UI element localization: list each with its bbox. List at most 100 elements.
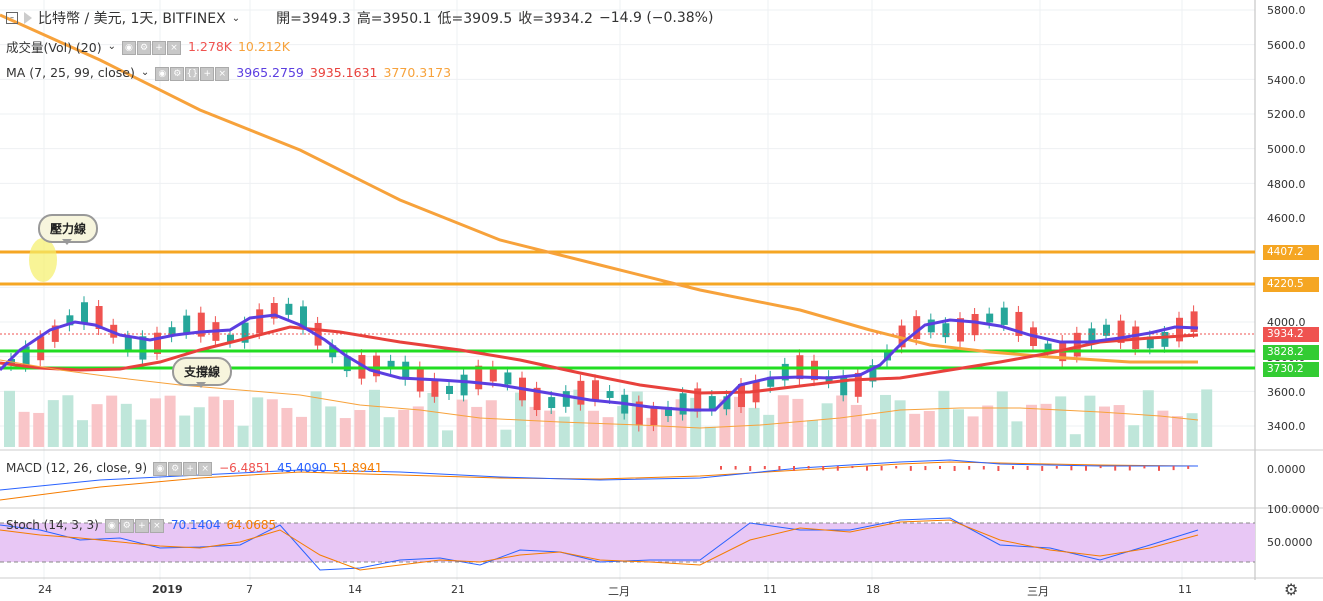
ohlc-open: 開=3949.3 — [276, 11, 351, 27]
chevron-down-icon[interactable]: ⌄ — [231, 12, 241, 24]
price-marker: 3730.2 — [1263, 362, 1319, 377]
gear-icon[interactable]: ⚙ — [136, 41, 151, 55]
candle — [738, 384, 745, 408]
indicator-buttons[interactable]: ◉ ⚙ + × — [104, 517, 165, 533]
eye-icon[interactable]: ◉ — [121, 41, 136, 55]
macd-histogram-bar — [851, 466, 854, 469]
candle — [840, 375, 848, 396]
volume-bar — [296, 416, 307, 447]
macd-histogram-bar — [1143, 466, 1146, 469]
candle — [577, 380, 585, 405]
candle — [592, 380, 599, 401]
volume-bar — [223, 400, 234, 447]
volume-bar — [135, 419, 147, 447]
indicator-buttons[interactable]: ◉ ⚙{} + × — [155, 64, 230, 81]
symbol-title[interactable]: 比特幣 / 美元, 1天, BITFINEX — [38, 11, 226, 27]
volume-bar — [792, 398, 804, 447]
ma-label[interactable]: MA (7, 25, 99, close) — [6, 65, 135, 80]
volume-bar — [1069, 434, 1081, 447]
macd-hist-value: 51.8941 — [332, 461, 383, 475]
close-icon[interactable]: × — [198, 462, 213, 476]
close-icon[interactable]: × — [166, 41, 181, 55]
close-icon[interactable]: × — [149, 519, 164, 533]
volume-label[interactable]: 成交量(Vol) (20) — [6, 40, 102, 55]
volume-bar — [646, 417, 658, 447]
stoch-label[interactable]: Stoch (14, 3, 3) — [6, 518, 99, 532]
macd-line — [0, 459, 1198, 491]
volume-bar — [1201, 389, 1213, 447]
eye-icon[interactable]: ◉ — [104, 519, 119, 533]
macd-histogram-bar — [982, 466, 985, 470]
volume-value-2: 10.212K — [237, 39, 290, 54]
eye-icon[interactable]: ◉ — [155, 67, 170, 81]
indicator-buttons[interactable]: ◉ ⚙ + × — [153, 460, 213, 476]
volume-bar — [4, 390, 15, 447]
candle — [1000, 307, 1008, 325]
candle — [373, 355, 380, 377]
time-tick: 24 — [38, 583, 52, 596]
volume-bar — [33, 412, 45, 447]
macd-histogram-bar — [807, 466, 810, 469]
gear-icon[interactable]: ⚙ — [1284, 580, 1299, 599]
candle — [650, 407, 658, 426]
chevron-down-icon[interactable]: ⌄ — [140, 67, 150, 78]
volume-bar — [617, 406, 629, 447]
macd-histogram-bar — [1158, 466, 1160, 471]
candle — [446, 385, 453, 394]
candle — [1176, 317, 1183, 342]
stoch-d-value: 64.0685 — [226, 518, 277, 532]
volume-bar — [354, 410, 366, 447]
stoch-axis-tick-50: 50.0000 — [1267, 536, 1313, 549]
volume-bar — [880, 394, 891, 447]
macd-label[interactable]: MACD (12, 26, close, 9) — [6, 461, 148, 475]
volume-bar — [208, 396, 220, 447]
ohlc-high: 高=3950.1 — [356, 11, 432, 27]
gear-icon[interactable]: ⚙ — [119, 519, 134, 533]
resistance-annotation[interactable]: 壓力線 — [38, 214, 99, 245]
candle — [942, 323, 950, 338]
ohlc-close: 收=3934.2 — [518, 11, 593, 27]
plus-icon[interactable]: + — [151, 41, 166, 55]
candle — [197, 312, 205, 337]
price-tick: 5000.0 — [1267, 143, 1306, 156]
volume-bar — [1172, 416, 1183, 447]
candle — [1103, 324, 1110, 336]
volume-bar — [120, 403, 132, 447]
candle — [723, 396, 731, 410]
candle — [300, 306, 307, 329]
candle — [708, 396, 716, 410]
volume-bar — [821, 403, 833, 447]
source-icon[interactable]: {} — [185, 67, 200, 81]
close-icon[interactable]: × — [215, 67, 230, 81]
flag-icon[interactable] — [24, 12, 32, 24]
plus-icon[interactable]: + — [134, 519, 149, 533]
volume-bar — [1142, 390, 1154, 447]
candle — [22, 346, 30, 366]
volume-bar — [398, 409, 410, 447]
macd-histogram-bar — [968, 466, 971, 470]
volume-bar — [894, 400, 906, 447]
symbol-legend: – 比特幣 / 美元, 1天, BITFINEX ⌄ 開=3949.3 高=39… — [6, 8, 713, 28]
time-tick: 11 — [1178, 583, 1192, 596]
plus-icon[interactable]: + — [200, 67, 215, 81]
candle — [489, 366, 497, 382]
indicator-buttons[interactable]: ◉ ⚙ + × — [121, 38, 182, 55]
gear-icon[interactable]: ⚙ — [168, 462, 183, 476]
stoch-legend: Stoch (14, 3, 3) ◉ ⚙ + × 70.1404 64.0685 — [6, 517, 276, 533]
volume-bar — [18, 411, 30, 447]
collapse-icon[interactable]: – — [6, 12, 18, 24]
volume-bar — [310, 391, 322, 447]
support-annotation[interactable]: 支撐線 — [172, 357, 233, 388]
volume-bar — [996, 391, 1008, 447]
volume-bar — [558, 416, 570, 447]
chevron-down-icon[interactable]: ⌄ — [107, 41, 116, 52]
plus-icon[interactable]: + — [183, 462, 198, 476]
volume-bar — [77, 420, 88, 447]
gear-icon[interactable]: ⚙ — [170, 67, 185, 81]
eye-icon[interactable]: ◉ — [153, 462, 168, 476]
volume-bar — [807, 420, 818, 447]
time-tick: 14 — [348, 583, 362, 596]
volume-bar — [325, 406, 337, 447]
candle — [1146, 336, 1154, 349]
